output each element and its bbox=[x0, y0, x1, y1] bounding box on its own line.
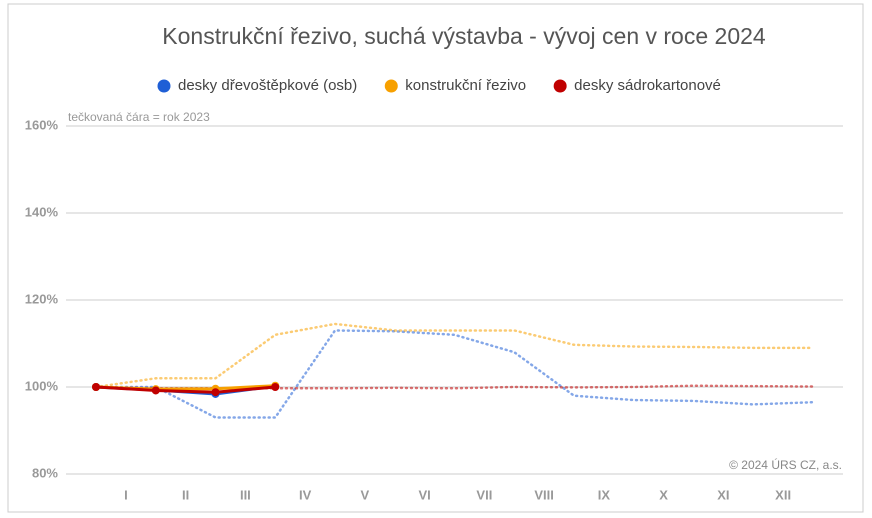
legend-label: desky sádrokartonové bbox=[574, 77, 721, 94]
line bbox=[94, 385, 277, 394]
x-tick-label: VII bbox=[476, 487, 492, 502]
legend-marker bbox=[553, 79, 567, 93]
y-tick-label: 120% bbox=[25, 291, 59, 306]
point bbox=[271, 383, 280, 391]
x-tick-label: XI bbox=[717, 487, 729, 502]
x-tick-label: IX bbox=[598, 487, 611, 502]
x-tick-label: X bbox=[659, 487, 668, 502]
annotation: tečkovaná čára = rok 2023 bbox=[68, 110, 210, 124]
point bbox=[151, 386, 160, 395]
y-tick-label: 160% bbox=[25, 117, 59, 132]
x-tick-label: II bbox=[182, 487, 189, 502]
y-tick-label: 100% bbox=[25, 378, 59, 393]
point bbox=[92, 383, 100, 391]
point bbox=[211, 388, 220, 397]
x-tick-label: I bbox=[124, 487, 128, 502]
x-tick-label: XII bbox=[775, 487, 791, 502]
chart-title: Konstrukční řezivo, suchá výstavba - výv… bbox=[162, 23, 766, 49]
annotation: © 2024 ÚRS CZ, a.s. bbox=[729, 457, 842, 472]
y-tick-label: 80% bbox=[32, 465, 58, 480]
line-2023 bbox=[94, 322, 815, 389]
x-tick-label: V bbox=[361, 487, 370, 502]
x-tick-label: III bbox=[240, 487, 251, 502]
line-2023 bbox=[94, 329, 815, 419]
legend-marker bbox=[384, 79, 398, 93]
legend-marker bbox=[157, 79, 171, 93]
y-tick-label: 140% bbox=[25, 204, 59, 219]
frame bbox=[7, 3, 864, 513]
legend-label: desky dřevoštěpkové (osb) bbox=[178, 77, 357, 94]
x-tick-label: VI bbox=[418, 487, 430, 502]
x-tick-label: VIII bbox=[534, 487, 554, 502]
x-tick-label: IV bbox=[299, 487, 312, 502]
legend-label: konstrukční řezivo bbox=[405, 77, 526, 94]
